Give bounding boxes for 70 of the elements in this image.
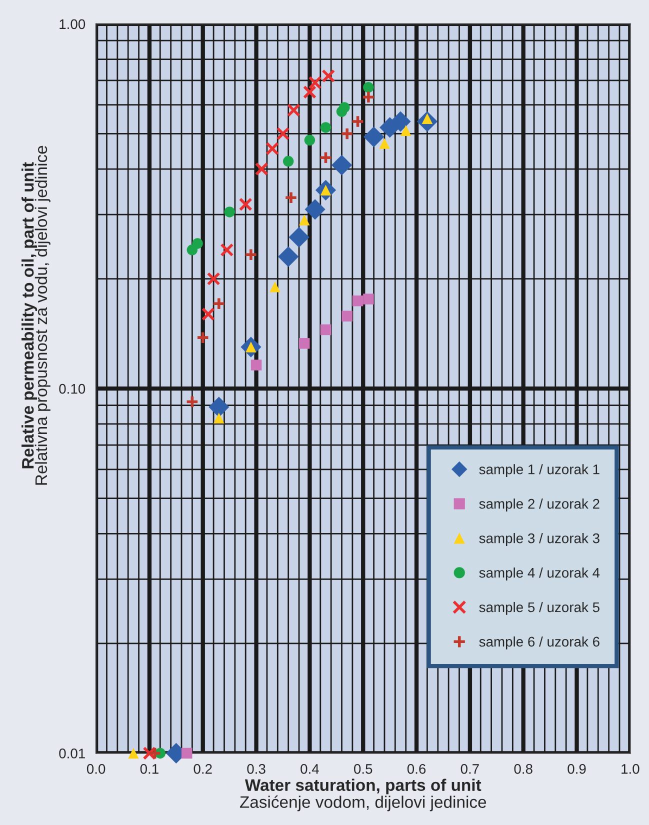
x-tick-label: 0.1 — [140, 764, 158, 774]
point — [362, 90, 376, 104]
x-axis-title: Water saturation, parts of unit Zasićenje vodom, dijelovi jedinice — [240, 778, 486, 812]
point — [181, 748, 192, 759]
y-tick-label: 1.00 — [60, 19, 86, 30]
point — [212, 296, 226, 310]
point — [201, 307, 215, 321]
point — [238, 198, 252, 212]
x-tick-label: 0.0 — [86, 764, 106, 774]
y-tick-label: 0.10 — [59, 384, 86, 394]
point — [214, 412, 224, 424]
point — [331, 154, 352, 176]
point — [322, 69, 336, 83]
point — [196, 330, 210, 344]
legend-label: sample 4 / uzorak 4 — [479, 567, 600, 580]
point — [298, 338, 310, 349]
y-axis-title: Relative permeability to oil, part of unit Relativna propusnost za vodu, dijelovi jedinice — [22, 146, 50, 485]
point — [185, 395, 199, 409]
point — [304, 199, 326, 220]
point — [363, 82, 374, 93]
point — [128, 748, 139, 759]
point — [192, 238, 203, 249]
point — [224, 206, 235, 218]
point — [339, 102, 350, 113]
point — [318, 150, 332, 164]
point — [320, 122, 332, 133]
point — [308, 76, 322, 90]
x-tick-label: 0.5 — [354, 764, 372, 774]
point — [340, 126, 354, 140]
point — [276, 126, 290, 140]
x-tick-label: 0.3 — [247, 764, 266, 774]
x-tick-label: 0.8 — [514, 764, 532, 774]
point — [278, 246, 299, 267]
y-tick-label: 0.01 — [59, 748, 85, 758]
point — [286, 103, 300, 117]
point — [220, 243, 234, 257]
point — [244, 248, 258, 262]
point — [351, 114, 365, 128]
point — [390, 111, 411, 132]
point — [288, 226, 310, 248]
x-tick-label: 0.7 — [460, 764, 479, 774]
legend-label: sample 5 / uzorak 5 — [479, 602, 600, 615]
point — [352, 295, 364, 306]
x-tick-label: 0.2 — [194, 764, 212, 774]
point — [250, 360, 262, 370]
x-tick-label: 0.9 — [568, 764, 586, 774]
point — [320, 324, 332, 336]
point — [364, 126, 384, 148]
legend-label: sample 2 / uzorak 2 — [479, 498, 600, 512]
point — [342, 310, 352, 322]
point — [304, 134, 316, 146]
point — [302, 85, 316, 99]
point — [206, 272, 220, 286]
legend-label: sample 6 / uzorak 6 — [479, 636, 600, 650]
point — [208, 396, 230, 418]
legend-label: sample 3 / uzorak 3 — [479, 533, 600, 546]
point — [270, 282, 280, 292]
x-tick-label: 0.6 — [407, 764, 426, 774]
point — [254, 162, 268, 176]
legend-label: sample 1 / uzorak 1 — [479, 464, 600, 478]
point — [379, 138, 390, 149]
point — [400, 125, 412, 136]
point — [363, 294, 374, 304]
x-tick-label: 1.0 — [622, 764, 640, 774]
point — [298, 214, 310, 226]
point — [284, 190, 298, 204]
point — [282, 156, 294, 167]
point — [148, 746, 162, 760]
x-tick-label: 0.4 — [300, 764, 319, 774]
point — [266, 142, 280, 156]
